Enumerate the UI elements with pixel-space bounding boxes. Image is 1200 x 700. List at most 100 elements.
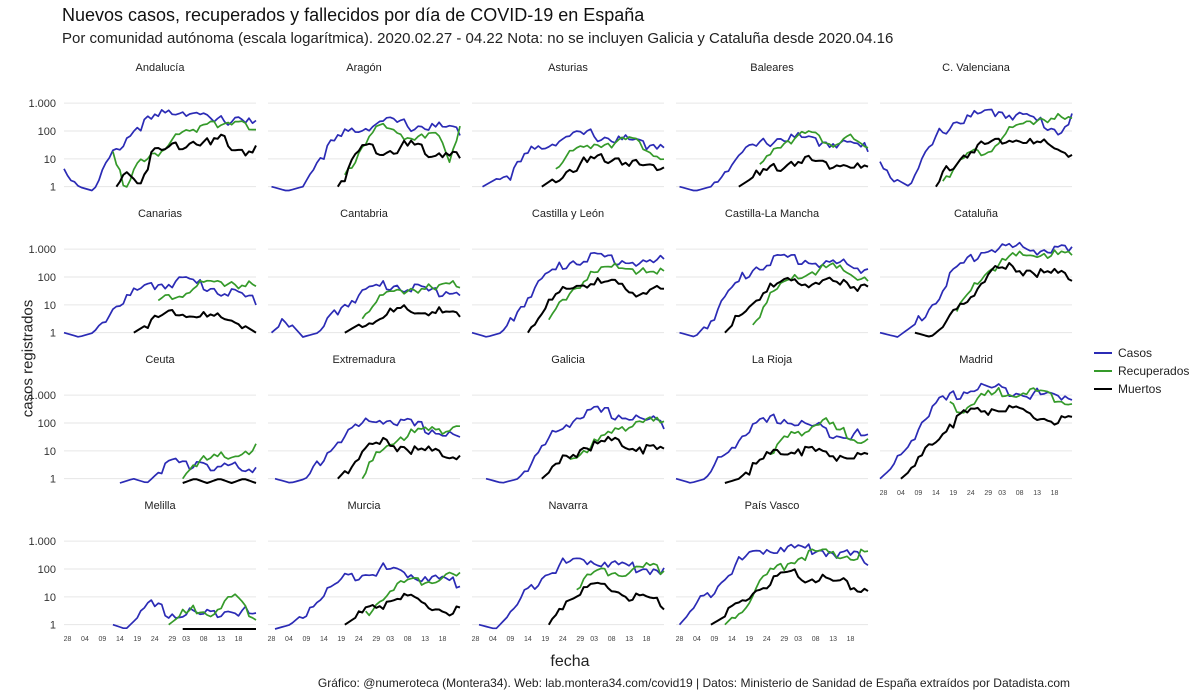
facet-panel: Murcia 28 04 09 14 19 24 29 03 08 13 18 bbox=[268, 500, 461, 643]
legend-item-casos: Casos bbox=[1094, 344, 1189, 362]
x-tick-label: 28 bbox=[472, 636, 480, 643]
facet-title: Extremadura bbox=[333, 354, 397, 366]
x-tick-label: 13 bbox=[829, 636, 837, 643]
x-tick-label: 04 bbox=[489, 636, 497, 643]
x-tick-label: 03 bbox=[794, 636, 802, 643]
facet-panel: Aragón bbox=[268, 62, 461, 192]
series-line-casos bbox=[270, 280, 461, 338]
series-line-casos bbox=[478, 557, 665, 630]
x-tick-label: 14 bbox=[116, 636, 124, 643]
y-tick-label: 100 bbox=[38, 418, 56, 430]
series-line-casos bbox=[679, 253, 869, 338]
x-tick-label: 13 bbox=[421, 636, 429, 643]
facet-panel: Ceuta 1 10 100 1.000 bbox=[28, 354, 257, 486]
series-line-muertos bbox=[182, 478, 257, 484]
facet-title: Castilla-La Mancha bbox=[725, 208, 820, 220]
facet-panel: Melilla 1 10 100 1.000 28 04 09 14 19 24 29 03 08 13 18 bbox=[28, 500, 257, 643]
x-tick-label: 28 bbox=[64, 636, 72, 643]
y-tick-label: 1.000 bbox=[28, 390, 56, 402]
facet-title: Galicia bbox=[551, 354, 586, 366]
series-line-casos bbox=[879, 382, 1073, 480]
x-tick-label: 04 bbox=[81, 636, 89, 643]
x-tick-label: 29 bbox=[576, 636, 584, 643]
y-tick-label: 10 bbox=[44, 446, 56, 458]
series-line-casos bbox=[63, 109, 257, 192]
chart-subtitle: Por comunidad autónoma (escala logarítmi… bbox=[62, 30, 894, 47]
legend-swatch-recuperados bbox=[1094, 370, 1112, 372]
facet-title: Murcia bbox=[347, 500, 381, 512]
facet-title: La Rioja bbox=[752, 354, 793, 366]
x-axis-label: fecha bbox=[550, 653, 590, 670]
facet-title: Melilla bbox=[144, 500, 176, 512]
legend-item-muertos: Muertos bbox=[1094, 380, 1189, 398]
x-tick-label: 14 bbox=[932, 490, 940, 497]
facet-panel: Andalucía 1 10 100 1.000 bbox=[28, 62, 257, 194]
series-line-recuperados bbox=[576, 561, 665, 591]
series-line-muertos bbox=[914, 262, 1073, 338]
facet-title: C. Valenciana bbox=[942, 62, 1011, 74]
series-line-muertos bbox=[541, 153, 665, 188]
x-tick-label: 13 bbox=[625, 636, 633, 643]
legend-label-muertos: Muertos bbox=[1118, 382, 1162, 396]
x-tick-label: 18 bbox=[1051, 490, 1059, 497]
facet-panel: Baleares bbox=[676, 62, 869, 192]
facet-title: Andalucía bbox=[136, 62, 186, 74]
series-line-muertos bbox=[527, 277, 665, 334]
x-tick-label: 03 bbox=[182, 636, 190, 643]
series-line-recuperados bbox=[555, 136, 665, 170]
y-tick-label: 1.000 bbox=[28, 98, 56, 110]
series-line-recuperados bbox=[942, 112, 1073, 182]
x-tick-label: 04 bbox=[285, 636, 293, 643]
series-line-recuperados bbox=[112, 120, 256, 188]
facet-panel: Galicia bbox=[472, 354, 665, 484]
series-line-muertos bbox=[115, 133, 257, 188]
x-tick-label: 29 bbox=[168, 636, 176, 643]
series-line-casos bbox=[482, 128, 665, 188]
series-line-casos bbox=[679, 131, 869, 192]
series-line-muertos bbox=[336, 139, 461, 188]
facet-title: Canarias bbox=[138, 208, 183, 220]
y-tick-label: 1 bbox=[50, 182, 56, 194]
y-tick-label: 1.000 bbox=[28, 536, 56, 548]
x-tick-label: 13 bbox=[1033, 490, 1041, 497]
series-line-muertos bbox=[133, 309, 257, 334]
series-line-casos bbox=[274, 562, 461, 630]
series-line-recuperados bbox=[548, 262, 665, 321]
legend-item-recuperados: Recuperados bbox=[1094, 362, 1189, 380]
facet-panel: Madrid 28 04 09 14 19 24 29 03 08 13 18 bbox=[879, 354, 1073, 497]
y-tick-label: 10 bbox=[44, 154, 56, 166]
y-axis-label: casos registrados bbox=[19, 299, 37, 418]
facet-title: Ceuta bbox=[145, 354, 175, 366]
x-tick-label: 19 bbox=[133, 636, 141, 643]
series-line-recuperados bbox=[759, 130, 869, 165]
x-tick-label: 03 bbox=[386, 636, 394, 643]
series-line-recuperados bbox=[956, 249, 1073, 312]
x-tick-label: 03 bbox=[998, 490, 1006, 497]
y-tick-label: 1 bbox=[50, 474, 56, 486]
facet-panel: Cantabria bbox=[268, 208, 461, 338]
facet-panel: País Vasco 28 04 09 14 19 24 29 03 08 13 18 bbox=[676, 500, 869, 643]
facet-panel: La Rioja bbox=[675, 354, 869, 484]
x-tick-label: 14 bbox=[728, 636, 736, 643]
x-tick-label: 13 bbox=[217, 636, 225, 643]
series-line-casos bbox=[471, 251, 665, 338]
facet-panel: Asturias bbox=[472, 62, 665, 188]
series-line-casos bbox=[675, 413, 869, 484]
x-tick-label: 29 bbox=[984, 490, 992, 497]
facet-title: Cataluña bbox=[954, 208, 999, 220]
series-line-muertos bbox=[738, 154, 869, 188]
x-tick-label: 24 bbox=[967, 490, 975, 497]
x-tick-label: 19 bbox=[541, 636, 549, 643]
x-tick-label: 28 bbox=[880, 490, 888, 497]
series-line-muertos bbox=[344, 304, 461, 334]
series-line-recuperados bbox=[949, 386, 1073, 414]
x-tick-label: 09 bbox=[507, 636, 515, 643]
x-tick-label: 24 bbox=[355, 636, 363, 643]
facet-panel: Castilla-La Mancha bbox=[676, 208, 869, 338]
series-line-casos bbox=[485, 405, 665, 484]
legend-swatch-muertos bbox=[1094, 388, 1112, 390]
series-line-muertos bbox=[541, 435, 665, 480]
facet-title: Aragón bbox=[346, 62, 381, 74]
series-line-recuperados bbox=[752, 262, 869, 326]
